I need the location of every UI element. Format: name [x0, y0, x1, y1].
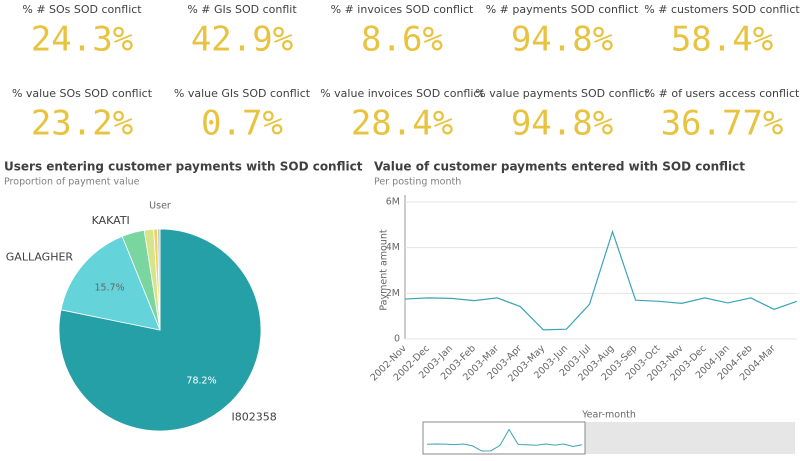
kpi-label: % value SOs SOD conflict — [12, 87, 153, 100]
kpi-value: 42.9% — [191, 20, 293, 60]
pie-category-label: GALLAGHER — [6, 251, 74, 264]
pie-category-label: I802358 — [232, 411, 277, 424]
pie-subtitle: Proportion of payment value — [4, 177, 140, 188]
kpi-label: % value payments SOD conflict — [475, 87, 649, 100]
kpi-value: 94.8% — [511, 104, 613, 144]
kpi-label: % # SOs SOD conflict — [22, 3, 142, 16]
kpi-label: % value invoices SOD conflict — [320, 87, 484, 100]
kpi-value: 36.77% — [661, 104, 784, 144]
pie-slice — [157, 228, 161, 331]
line-title: Value of customer payments entered with … — [374, 160, 745, 174]
pie-slice — [60, 235, 161, 331]
pie-category-label: KAKATI — [92, 214, 130, 227]
kpi-label: % # customers SOD conflict — [644, 3, 800, 16]
line-series — [404, 229, 798, 331]
kpi-label: % # payments SOD conflict — [486, 3, 639, 16]
kpi-value: 28.4% — [351, 104, 453, 144]
kpi-label: % # of users access conflict — [645, 87, 800, 100]
minimap-shade — [585, 422, 795, 454]
minimap-line — [426, 428, 583, 452]
y-tick-label: 0 — [394, 334, 400, 345]
minimap-window[interactable] — [422, 421, 586, 455]
x-axis-label: Year-month — [581, 410, 636, 421]
pie-value-label: 78.2% — [186, 375, 216, 386]
y-axis-label: Payment amount — [379, 229, 390, 311]
pie-title: Users entering customer payments with SO… — [4, 160, 363, 174]
kpi-value: 23.2% — [31, 104, 133, 144]
y-tick-label: 2M — [386, 288, 400, 299]
pie-legend-title: User — [149, 201, 171, 212]
kpi-value: 94.8% — [511, 20, 613, 60]
kpi-label: % value GIs SOD conflict — [174, 87, 311, 100]
kpi-value: 8.6% — [361, 20, 443, 60]
kpi-label: % # invoices SOD conflict — [331, 3, 474, 16]
line-subtitle: Per posting month — [374, 177, 461, 188]
kpi-value: 58.4% — [671, 20, 773, 60]
kpi-value: 0.7% — [201, 104, 283, 144]
kpi-value: 24.3% — [31, 20, 133, 60]
pie-value-label: 15.7% — [94, 282, 124, 293]
y-tick-label: 6M — [386, 197, 400, 208]
kpi-label: % # GIs SOD conflit — [187, 3, 297, 16]
y-tick-label: 4M — [386, 242, 400, 253]
